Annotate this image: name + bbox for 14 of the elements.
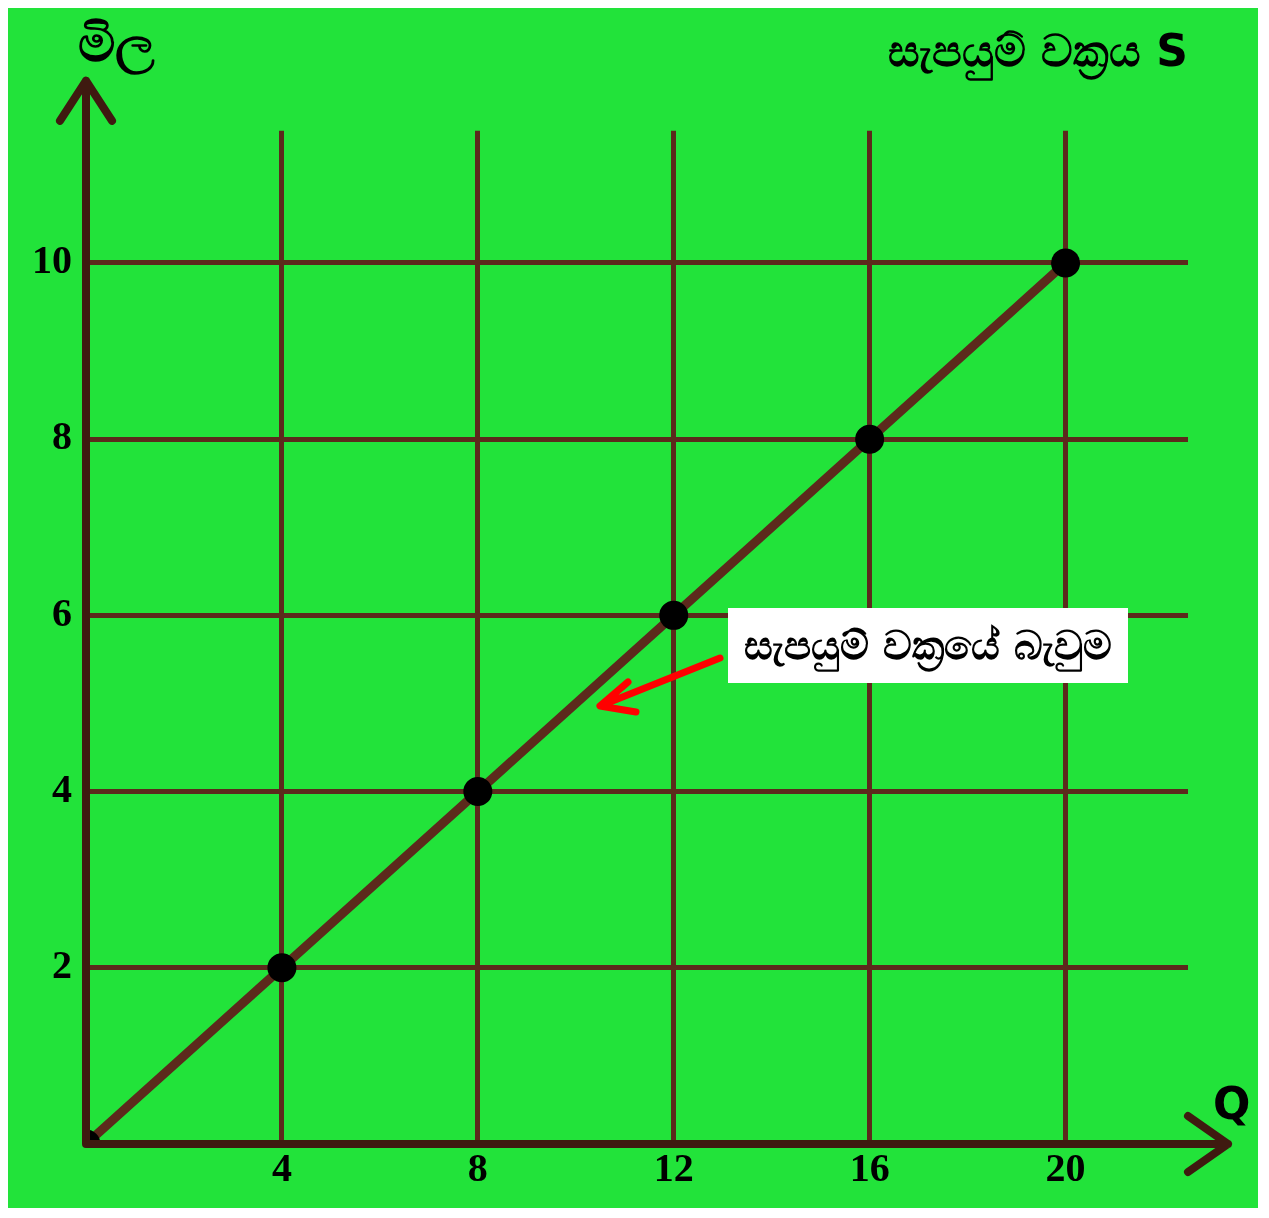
x-tick-label: 12 (653, 1145, 694, 1191)
y-tick-label: 2 (52, 942, 72, 988)
y-axis-title: මිල (78, 13, 155, 74)
chart-title: සැපයුම් වක්‍රය S (887, 24, 1188, 81)
x-tick-label: 16 (849, 1145, 890, 1191)
y-tick-label: 4 (52, 765, 72, 811)
x-tick-label: 4 (271, 1145, 292, 1191)
y-tick-label: 6 (52, 589, 72, 635)
x-tick-label: 8 (467, 1145, 488, 1191)
x-tick-label: 20 (1045, 1145, 1086, 1191)
annotation: සැපයුම් වක්‍රයේ බැවුම (728, 608, 1128, 683)
y-tick-label: 8 (52, 413, 72, 459)
x-axis-title: Q (1213, 1078, 1251, 1129)
y-tick-label: 10 (32, 237, 72, 283)
